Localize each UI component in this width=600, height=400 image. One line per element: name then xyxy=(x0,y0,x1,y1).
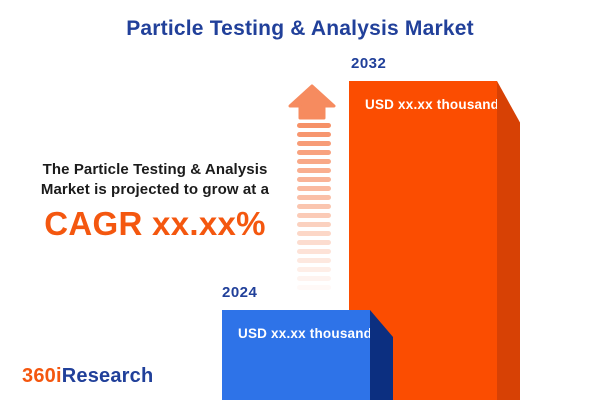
pitch-text-block: The Particle Testing & Analysis Market i… xyxy=(15,160,295,243)
growth-arrow-up-icon xyxy=(288,84,336,125)
brand-logo-360i: 360i xyxy=(22,365,62,387)
brand-logo: 360iResearch xyxy=(22,365,153,388)
bar-2024-year-label: 2024 xyxy=(222,284,258,301)
growth-arrow-dash-trail xyxy=(297,123,331,295)
cagr-value: CAGR xx.xx% xyxy=(44,205,266,242)
page-title: Particle Testing & Analysis Market xyxy=(126,17,474,40)
pitch-line-2: Market is projected to grow at a xyxy=(40,181,270,198)
bar-2024-value-label: USD xx.xx thousand xyxy=(238,326,373,341)
pitch-line-1: The Particle Testing & Analysis xyxy=(42,161,268,178)
bar-2032-value-label: USD xx.xx thousand xyxy=(365,97,500,112)
bar-2024: USD xx.xx thousand xyxy=(222,310,373,400)
brand-logo-research: Research xyxy=(61,365,154,387)
bar-2032-side-face xyxy=(497,81,520,400)
bar-2024-side-face xyxy=(370,310,393,400)
bar-2032-year-label: 2032 xyxy=(351,55,387,72)
